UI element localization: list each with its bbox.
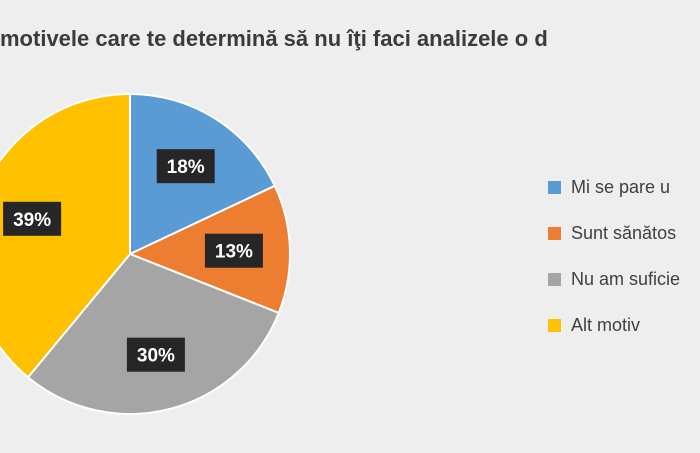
data-label-box [3, 201, 62, 236]
data-label: 18% [156, 149, 215, 184]
legend-swatch [548, 180, 561, 194]
data-label-text: 13% [215, 242, 253, 263]
data-label: 39% [3, 201, 62, 236]
legend-swatch [548, 318, 561, 332]
pie-slice [0, 92, 131, 379]
legend-item: Mi se pare u [548, 176, 680, 198]
legend-item: Sunt sănătos [548, 222, 680, 244]
legend-swatch [548, 272, 561, 286]
legend-item: Nu am suficie [548, 268, 680, 290]
pie-slice [26, 252, 281, 415]
data-label: 13% [204, 233, 263, 268]
data-label-box [126, 337, 185, 372]
legend-label: Alt motiv [571, 314, 641, 335]
chart-title: motivele care te determină să nu îţi fac… [0, 26, 548, 51]
legend-item: Alt motiv [548, 314, 680, 336]
data-label-box [156, 149, 215, 184]
legend-label: Nu am suficie [571, 268, 681, 289]
data-label: 30% [126, 337, 185, 372]
data-label-text: 30% [137, 346, 175, 367]
chart-legend: Mi se pare u Sunt sănătos Nu am suficie … [548, 176, 680, 360]
data-label-text: 18% [167, 157, 205, 178]
data-label-box [204, 233, 263, 268]
legend-label: Mi se pare u [571, 176, 671, 197]
data-label-text: 39% [13, 210, 51, 231]
legend-swatch [548, 226, 561, 240]
legend-label: Sunt sănătos [571, 222, 677, 243]
